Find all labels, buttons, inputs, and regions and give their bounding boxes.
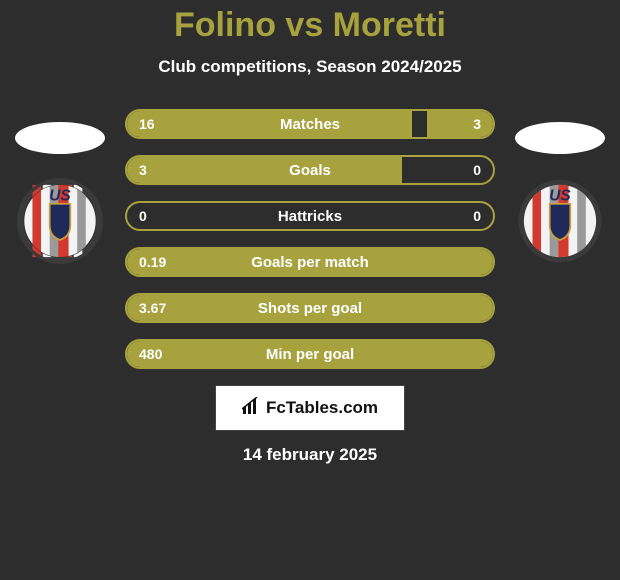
player-avatar-left xyxy=(15,122,105,154)
stat-value-left: 3 xyxy=(139,157,147,183)
chart-icon xyxy=(242,397,262,420)
date-text: 14 february 2025 xyxy=(0,445,620,465)
stats-bars: Matches163Goals30Hattricks00Goals per ma… xyxy=(125,109,495,369)
stat-value-left: 0.19 xyxy=(139,249,166,275)
player-avatar-right xyxy=(515,122,605,154)
stat-label: Hattricks xyxy=(127,203,493,229)
stat-row: Matches16 3 xyxy=(125,109,495,139)
svg-text:US: US xyxy=(49,187,71,204)
page-title: Folino vs Moretti xyxy=(0,6,620,45)
stat-row: Goals3 0 xyxy=(125,155,495,185)
subtitle: Club competitions, Season 2024/2025 xyxy=(0,57,620,77)
stat-label: Min per goal xyxy=(127,341,493,367)
club-badge-left: US xyxy=(17,178,103,264)
brand-badge: FcTables.com xyxy=(215,385,405,431)
stat-value-right: 3 xyxy=(473,111,481,137)
stat-value-left: 3.67 xyxy=(139,295,166,321)
club-crest-icon: US xyxy=(17,178,103,264)
stat-label: Goals xyxy=(127,157,493,183)
stat-value-left: 480 xyxy=(139,341,162,367)
stat-label: Shots per goal xyxy=(127,295,493,321)
club-badge-right: US xyxy=(517,178,603,264)
stat-value-right: 0 xyxy=(473,157,481,183)
stat-row: Shots per goal3.67 xyxy=(125,293,495,323)
stat-label: Goals per match xyxy=(127,249,493,275)
stat-value-left: 0 xyxy=(139,203,147,229)
stat-row: Goals per match0.19 xyxy=(125,247,495,277)
comparison-card: Folino vs Moretti Club competitions, Sea… xyxy=(0,0,620,465)
stat-label: Matches xyxy=(127,111,493,137)
stat-value-right: 0 xyxy=(473,203,481,229)
stat-value-left: 16 xyxy=(139,111,155,137)
brand-text: FcTables.com xyxy=(266,398,378,418)
club-crest-icon: US xyxy=(517,178,603,264)
stat-row: Min per goal480 xyxy=(125,339,495,369)
stat-row: Hattricks0 0 xyxy=(125,201,495,231)
svg-text:US: US xyxy=(549,187,571,204)
